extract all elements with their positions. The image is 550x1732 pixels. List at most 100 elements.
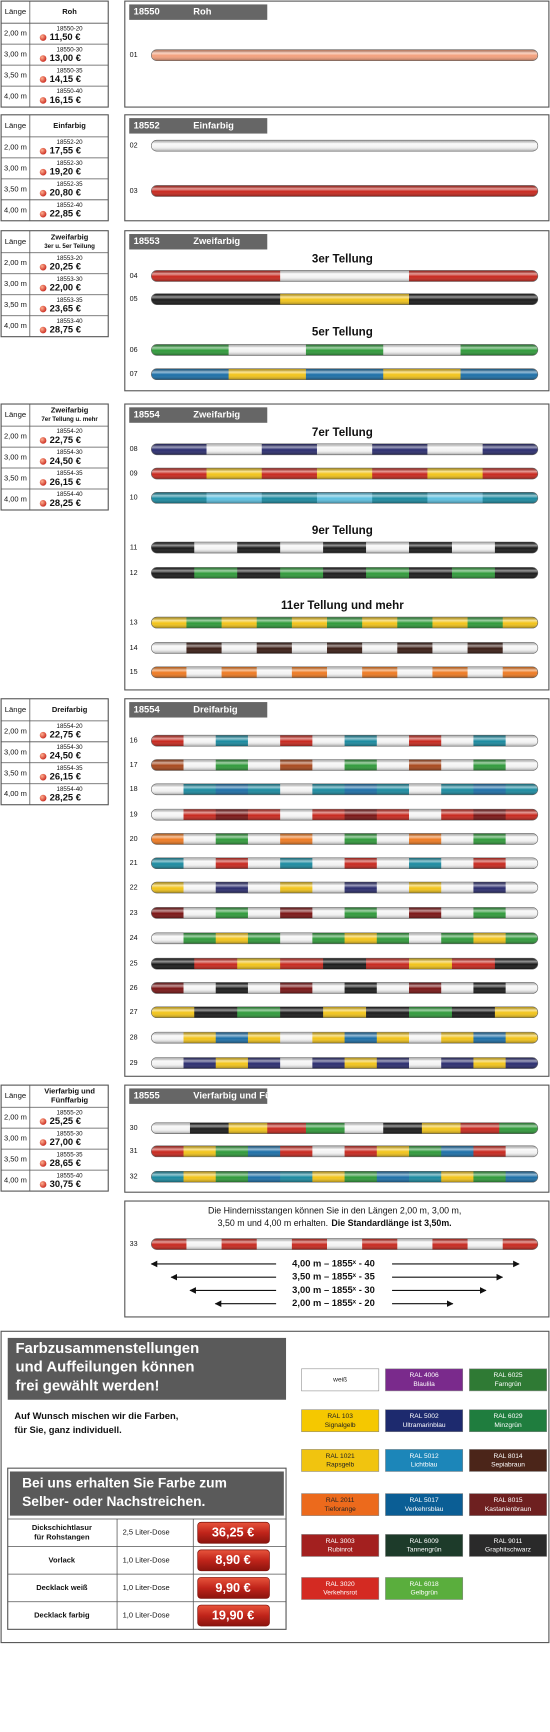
- pole-outline: [151, 734, 539, 747]
- swatch-code: RAL 8015: [493, 1497, 522, 1504]
- swatch-name: Lichtblau: [411, 1462, 438, 1469]
- length-label: 2,00 m – 1855ˣ - 20: [292, 1298, 375, 1308]
- paint-heading-bg: [9, 1471, 284, 1516]
- pole-outline: [151, 857, 539, 870]
- swatch-code: RAL 6025: [493, 1372, 522, 1379]
- swatch-code: RAL 8014: [493, 1453, 522, 1460]
- color-heading: frei gewählt werden!: [15, 1378, 159, 1394]
- paint-size: 2,5 Liter-Dose: [123, 1528, 170, 1537]
- pole: [151, 783, 539, 796]
- price: 22,75 €: [50, 730, 82, 740]
- pole: [151, 932, 539, 945]
- pole-body: [151, 882, 538, 894]
- pole-body: [151, 1006, 538, 1018]
- pole-shine: [151, 567, 538, 579]
- pole: [151, 368, 539, 381]
- pole: [151, 642, 539, 654]
- pole: [151, 833, 539, 845]
- info-text: 3,50 m und 4,00 m erhalten.: [218, 1219, 328, 1229]
- table-title: 3er u. 5er Teilung: [44, 243, 95, 250]
- pole-body: [151, 293, 538, 305]
- length: 2,00 m: [4, 258, 27, 267]
- pole-outline: [151, 139, 539, 152]
- pole-number: 03: [130, 187, 138, 195]
- length: 3,00 m: [4, 747, 27, 756]
- length-label: 4,00 m – 1855ˣ - 40: [292, 1258, 375, 1268]
- swatch-code: RAL 6018: [410, 1581, 439, 1588]
- pole-body: [151, 140, 538, 152]
- article-number: 18553-30: [57, 276, 84, 283]
- price: 22,85 €: [50, 209, 82, 219]
- pole-outline: [151, 932, 539, 945]
- color-swatch: [469, 1368, 547, 1392]
- section-label-bar: [129, 702, 268, 718]
- price-table: [0, 403, 109, 511]
- price: 26,15 €: [50, 772, 82, 782]
- pole-outline: [151, 443, 539, 456]
- section-code: 18555: [134, 1091, 160, 1101]
- swatch-name: Verkehrsblau: [405, 1506, 444, 1513]
- pole-body: [151, 542, 538, 554]
- pole-number: 31: [130, 1147, 138, 1155]
- paint-price: 36,25 €: [212, 1526, 254, 1540]
- pole: [151, 541, 539, 554]
- length: 4,00 m: [4, 205, 27, 214]
- section-title: Dreifarbig: [193, 704, 238, 714]
- pole-outline: [151, 344, 539, 356]
- swatch-name: Signalgelb: [325, 1422, 356, 1429]
- pole-shine: [151, 468, 538, 480]
- length-label: 3,50 m – 1855ˣ - 35: [292, 1272, 375, 1282]
- pole-number: 26: [130, 984, 138, 992]
- pole-body: [151, 617, 538, 629]
- color-heading: Farbzusammenstellungen: [15, 1341, 199, 1357]
- swatch-name: Minzgrün: [494, 1422, 522, 1429]
- swatch-code: RAL 6009: [410, 1538, 439, 1545]
- pole-outline: [151, 541, 539, 554]
- section-title: Vierfarbig und Fünffarbig: [193, 1091, 306, 1101]
- price-dot: [39, 1160, 47, 1167]
- pole-number: 20: [130, 835, 138, 843]
- pole-outline: [151, 833, 539, 845]
- pole-number: 23: [130, 909, 138, 917]
- length: 4,00 m: [4, 494, 27, 503]
- color-swatch: [385, 1409, 464, 1433]
- price: 28,25 €: [50, 793, 82, 803]
- price-dot: [39, 752, 47, 760]
- color-swatch: [301, 1493, 380, 1516]
- pole-body: [151, 642, 538, 654]
- pole-shine: [151, 857, 538, 869]
- pole-body: [151, 783, 538, 795]
- pole-outline: [151, 293, 539, 305]
- price: 22,75 €: [50, 435, 82, 445]
- info-panel: [124, 1200, 550, 1318]
- pole-body: [151, 185, 538, 197]
- pole-outline: [151, 1031, 539, 1044]
- info-text: Die Standardlänge ist 3,50m.: [331, 1219, 451, 1229]
- section-panel: [124, 230, 550, 392]
- pole-body: [151, 1145, 538, 1157]
- section-label-bar: [129, 1088, 268, 1104]
- pole-number: 29: [130, 1059, 138, 1067]
- swatch-name: Ultramarinblau: [403, 1422, 446, 1429]
- pole-outline: [151, 666, 539, 679]
- pole: [151, 666, 539, 679]
- pole-outline: [151, 49, 539, 61]
- pole-number: 12: [130, 569, 138, 577]
- article-number: 18553-35: [57, 297, 84, 304]
- pole-body: [151, 857, 538, 869]
- table-title: Fünffarbig: [51, 1096, 89, 1105]
- pole-shine: [151, 642, 538, 654]
- swatch-code: RAL 2011: [326, 1497, 355, 1504]
- pole-number: 22: [130, 883, 138, 891]
- pole-body: [151, 567, 538, 579]
- swatch-code: RAL 5002: [410, 1413, 439, 1420]
- color-swatch: [469, 1493, 547, 1516]
- pole-shine: [151, 759, 538, 771]
- pole: [151, 293, 539, 305]
- swatch-name: Rubinrot: [328, 1547, 353, 1554]
- price-pill: [197, 1549, 270, 1572]
- pole-number: 13: [130, 618, 138, 626]
- pole-outline: [151, 759, 539, 771]
- price: 19,20 €: [50, 167, 82, 177]
- article-number: 18555-30: [57, 1130, 84, 1137]
